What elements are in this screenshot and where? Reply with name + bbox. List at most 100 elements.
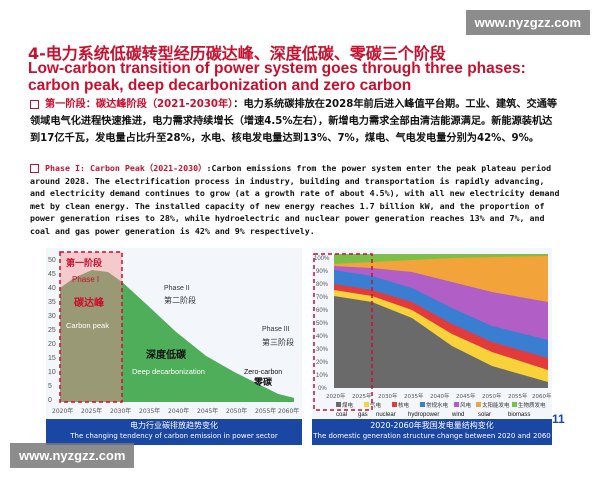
legend-wind: 风电 bbox=[460, 401, 472, 409]
legend-en-hydropower: hydropower bbox=[408, 412, 439, 418]
x-tick: 2035年 bbox=[404, 392, 424, 400]
x-tick: 2030年 bbox=[378, 392, 398, 400]
phase3-cn-label: 第三阶段 bbox=[262, 337, 294, 347]
legend-swatch-wind bbox=[454, 402, 459, 407]
x-tick: 2020年 bbox=[326, 392, 346, 400]
carbon-emission-chart: 50 45 40 35 30 25 20 15 10 5 0 第一阶段 Phas… bbox=[46, 248, 302, 418]
x-tick: 2030年 bbox=[110, 407, 131, 415]
y-tick: 70% bbox=[316, 295, 329, 301]
left-x-axis: 2020年 2025年 2030年 2035年 2040年 2045年 2050… bbox=[52, 407, 299, 415]
phase1-en-text: :Carbon emissions from the power system … bbox=[30, 163, 560, 236]
legend: 煤电 气电 核电 常规水电 风电 太阳能发电 生物质发电 bbox=[336, 401, 546, 409]
legend-hydropower: 常规水电 bbox=[426, 401, 449, 409]
x-tick: 2050年 bbox=[226, 407, 247, 415]
right-caption-en: The domestic generation structure change… bbox=[313, 432, 551, 440]
x-tick: 2045年 bbox=[197, 407, 218, 415]
y-tick: 40 bbox=[48, 285, 56, 292]
legend-swatch-gas bbox=[364, 402, 369, 407]
legend-en-coal: coal bbox=[336, 412, 347, 418]
y-tick: 0 bbox=[48, 397, 52, 404]
right-caption-cn: 2020-2060年我国发电量结构变化 bbox=[370, 421, 494, 430]
y-tick: 0% bbox=[318, 386, 327, 392]
y-tick: 80% bbox=[316, 282, 329, 288]
legend-swatch-hydropower bbox=[420, 402, 425, 407]
x-tick: 2025年 bbox=[81, 407, 102, 415]
x-tick: 2060年 bbox=[532, 392, 552, 400]
legend-nuclear: 核电 bbox=[398, 401, 410, 409]
y-tick: 20 bbox=[48, 341, 56, 348]
phase1-en-label: Phase I bbox=[72, 275, 99, 284]
phase3-en-label: Phase III bbox=[262, 326, 290, 333]
legend-biomass: 生物质发电 bbox=[518, 401, 546, 409]
phase2-en-label: Phase II bbox=[164, 285, 190, 292]
left-caption-cn: 电力行业碳排放趋势变化 bbox=[130, 421, 218, 430]
y-tick: 100% bbox=[314, 256, 330, 262]
x-tick: 2055年 bbox=[255, 407, 276, 415]
y-tick: 25 bbox=[48, 327, 56, 334]
left-y-axis: 50 45 40 35 30 25 20 15 10 5 0 bbox=[48, 257, 56, 404]
y-tick: 15 bbox=[48, 355, 56, 362]
legend-en-wind: wind bbox=[451, 412, 464, 418]
phase1-cn-label: 第一阶段 bbox=[66, 257, 103, 269]
title-en: Low-carbon transition of power system go… bbox=[28, 60, 526, 94]
legend-swatch-nuclear bbox=[392, 402, 397, 407]
peak-en-label: Carbon peak bbox=[66, 321, 109, 330]
y-tick: 50 bbox=[48, 257, 56, 264]
watermark-bottom: www.nyzgzz.com bbox=[10, 443, 135, 468]
legend-swatch-biomass bbox=[512, 402, 517, 407]
phase1-cn-text: ：电力系统碳排放在2028年前后进入峰值平台期。工业、建筑、交通等领域电气化进程… bbox=[30, 99, 558, 144]
x-tick: 2025年 bbox=[352, 392, 372, 400]
deep-cn-label: 深度低碳 bbox=[146, 348, 187, 361]
zero-en-label: Zero-carbon bbox=[244, 369, 282, 376]
x-tick: 2035年 bbox=[139, 407, 160, 415]
watermark-top: www.nyzgzz.com bbox=[465, 10, 590, 35]
y-tick: 5 bbox=[48, 383, 52, 390]
legend-en: coal gas nuclear hydropower wind solar b… bbox=[336, 412, 530, 418]
y-tick: 40% bbox=[316, 334, 329, 340]
phase1-dashed-box bbox=[59, 251, 123, 403]
bullet-square-icon bbox=[30, 99, 39, 109]
y-tick: 60% bbox=[316, 308, 329, 314]
legend-en-nuclear: nuclear bbox=[376, 412, 396, 418]
right-x-axis: 2020年 2025年 2030年 2035年 2040年 2045年 2050… bbox=[326, 392, 552, 400]
legend-swatch-coal bbox=[336, 402, 341, 407]
phase1-en-paragraph: Phase I: Carbon Peak（2021-2030）:Carbon e… bbox=[30, 162, 560, 237]
x-tick: 2060年 bbox=[278, 407, 299, 415]
x-tick: 2020年 bbox=[52, 407, 73, 415]
x-tick: 2055年 bbox=[508, 392, 528, 400]
phase1-dashed-box bbox=[313, 253, 373, 411]
emission-area-light bbox=[122, 282, 294, 402]
phase1-en-label: Phase I: Carbon Peak（2021-2030） bbox=[45, 163, 207, 173]
y-tick: 10 bbox=[48, 369, 56, 376]
x-tick: 2050年 bbox=[482, 392, 502, 400]
left-caption-en: The changing tendency of carbon emission… bbox=[70, 432, 278, 440]
x-tick: 2045年 bbox=[456, 392, 476, 400]
x-tick: 2040年 bbox=[430, 392, 450, 400]
phase1-cn-label: 第一阶段：碳达峰阶段（2021-2030年） bbox=[45, 99, 234, 110]
deep-en-label: Deep decarbonization bbox=[132, 367, 205, 376]
legend-solar: 太阳能发电 bbox=[482, 401, 510, 409]
zero-cn-label: 零碳 bbox=[253, 376, 273, 388]
right-chart-caption: 2020-2060年我国发电量结构变化 The domestic generat… bbox=[312, 419, 552, 445]
legend-gas: 气电 bbox=[370, 401, 382, 409]
peak-cn-label: 碳达峰 bbox=[74, 296, 105, 309]
legend-en-biomass: biomass bbox=[508, 412, 530, 418]
y-tick: 50% bbox=[316, 321, 329, 327]
phase1-highlight bbox=[60, 252, 122, 402]
phase2-cn-label: 第二阶段 bbox=[164, 295, 196, 305]
y-tick: 10% bbox=[316, 373, 329, 379]
bullet-square-icon bbox=[30, 164, 39, 173]
y-tick: 35 bbox=[48, 299, 56, 306]
right-y-axis: 100% 90% 80% 70% 60% 50% 40% 30% 20% 10%… bbox=[314, 256, 330, 392]
left-chart-caption: 电力行业碳排放趋势变化 The changing tendency of car… bbox=[46, 419, 302, 445]
y-tick: 90% bbox=[316, 269, 329, 275]
y-tick: 45 bbox=[48, 271, 56, 278]
legend-coal: 煤电 bbox=[342, 401, 354, 409]
area-coal bbox=[334, 296, 548, 388]
legend-swatch-solar bbox=[476, 402, 481, 407]
y-tick: 30 bbox=[48, 313, 56, 320]
x-tick: 2040年 bbox=[168, 407, 189, 415]
legend-en-solar: solar bbox=[478, 412, 491, 418]
legend-en-gas: gas bbox=[358, 412, 368, 418]
generation-structure-chart: 100% 90% 80% 70% 60% 50% 40% 30% 20% 10%… bbox=[312, 248, 552, 418]
